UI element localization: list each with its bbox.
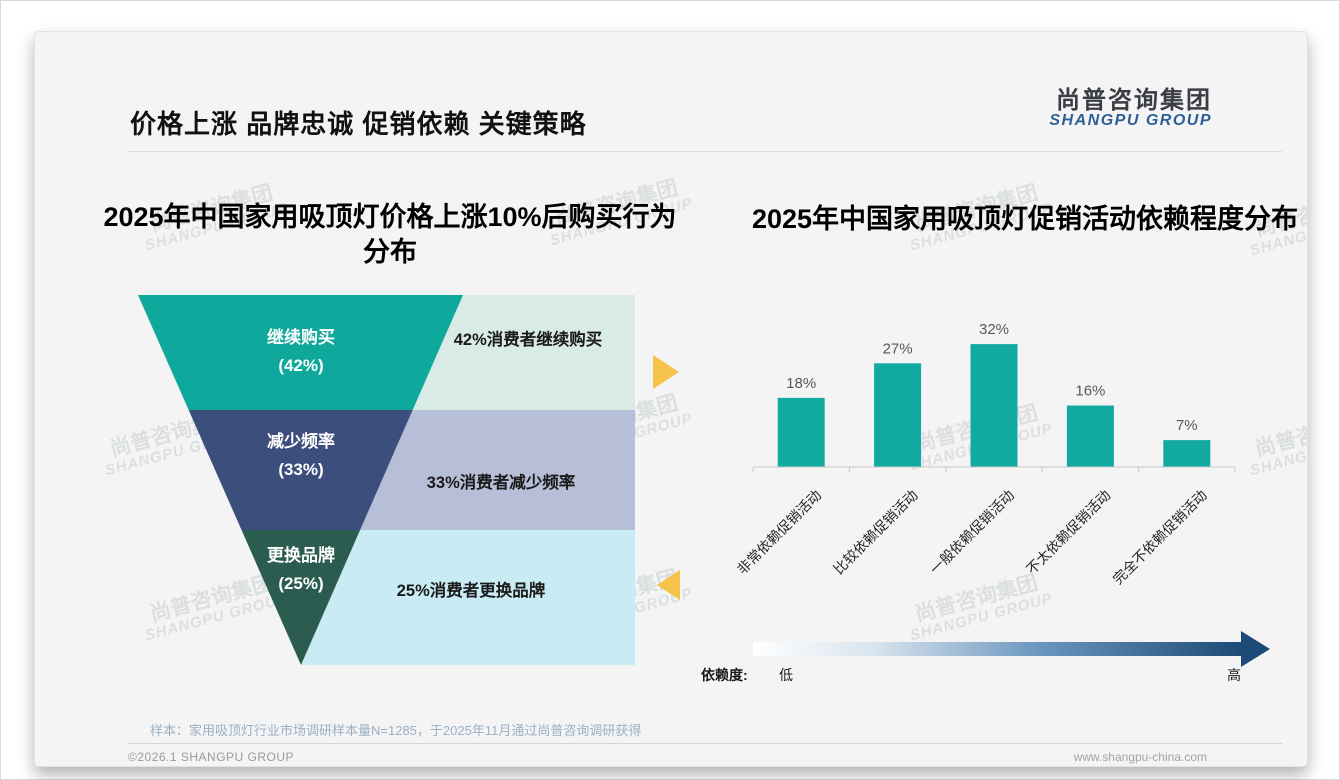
bar-chart-title: 2025年中国家用吸顶灯促销活动依赖程度分布: [751, 204, 1299, 234]
bar-chart: 18% 非常依赖促销活动 27% 比较依赖促销活动 32% 一般依赖促销活动 16% 不太依赖…: [735, 321, 1236, 587]
bar-value-label: 32%: [979, 321, 1009, 338]
bar: [970, 344, 1018, 467]
bar-category-label: 不太依赖促销活动: [1023, 487, 1114, 578]
funnel-segment: [138, 295, 463, 410]
dependency-axis-label: 依赖度:: [701, 667, 748, 683]
funnel-annotation-band: [301, 530, 635, 665]
funnel-segment-label: 更换品牌(25%): [267, 545, 335, 593]
bar: [874, 363, 922, 467]
company-logo: 尚普咨询集团 SHANGPU GROUP: [1049, 88, 1212, 130]
bar-category-label: 非常依赖促销活动: [735, 487, 824, 578]
funnel-segment: [188, 410, 413, 530]
presentation-slide: 尚普咨询集团 SHANGPU GROUP 尚普咨询集团 SHANGPU GROUP 尚普…: [34, 31, 1308, 767]
sample-footnote: 样本：家用吸顶灯行业市场调研样本量N=1285，于2025年11月通过尚普咨询调…: [150, 723, 642, 738]
title-divider: [128, 151, 1282, 152]
dependency-gradient-arrow: [753, 631, 1270, 667]
bar-value-label: 27%: [883, 340, 913, 357]
dependency-low-label: 低: [779, 667, 793, 683]
funnel-segment: [241, 530, 361, 665]
dependency-high-label: 高: [1227, 667, 1241, 683]
gradient-arrow-body: [753, 642, 1241, 656]
bar-category-label: 完全不依赖促销活动: [1110, 487, 1210, 587]
funnel-annotation-text: 25%消费者更换品牌: [397, 580, 546, 600]
logo-english-name: SHANGPU GROUP: [1049, 112, 1212, 130]
bar-category-label: 比较依赖促销活动: [830, 487, 921, 578]
bar-value-label: 18%: [786, 375, 816, 392]
footer-website: www.shangpu-china.com: [1073, 750, 1207, 764]
accent-arrow-left-icon: [657, 570, 680, 600]
funnel-segment-label: 减少频率(33%): [267, 431, 335, 479]
bar-value-label: 7%: [1176, 417, 1198, 434]
bar-category-label: 一般依赖促销活动: [927, 487, 1018, 578]
accent-arrow-right-icon: [653, 355, 679, 389]
logo-chinese-name: 尚普咨询集团: [1056, 87, 1212, 114]
funnel-segment-label: 继续购买(42%): [267, 327, 335, 375]
funnel-annotation-band: [412, 295, 635, 410]
bar: [1163, 440, 1211, 467]
bar: [777, 397, 825, 467]
bar: [1066, 405, 1114, 467]
funnel-chart-title: 2025年中国家用吸顶灯价格上涨10%后购买行为分布: [103, 202, 677, 268]
footer-copyright: ©2026.1 SHANGPU GROUP: [128, 750, 295, 764]
funnel-annotation-text: 33%消费者减少频率: [427, 472, 576, 492]
footer-divider: [128, 743, 1282, 744]
funnel-annotation-band: [360, 410, 635, 530]
funnel-annotation-text: 42%消费者继续购买: [454, 329, 603, 349]
bar-value-label: 16%: [1075, 383, 1105, 400]
slide-title: 价格上涨 品牌忠诚 促销依赖 关键策略: [130, 109, 587, 139]
gradient-arrow-head: [1241, 631, 1270, 667]
